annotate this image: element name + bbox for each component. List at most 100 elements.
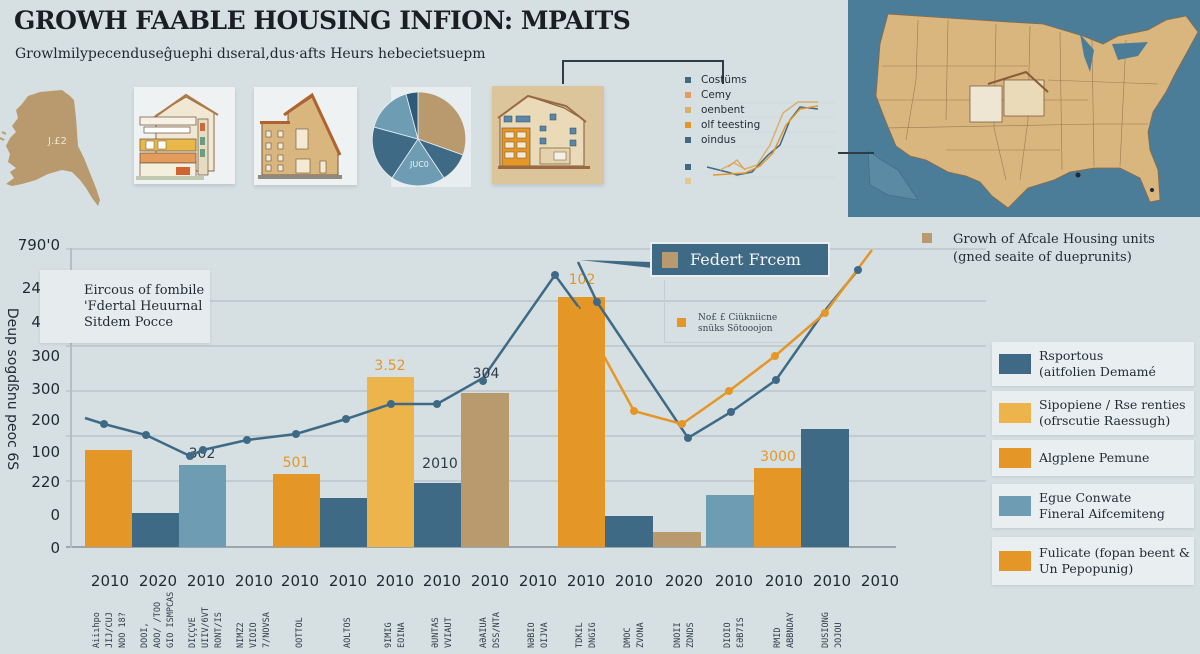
bar[interactable]: [179, 465, 226, 547]
mini-chart-legend: Costüms Cemy oenbent olf teesting oindus: [685, 74, 845, 194]
callout-swatch: [662, 251, 678, 268]
legend-item[interactable]: Sipopiene / Rse renties (ofrscutie Raessu…: [992, 391, 1194, 435]
x-sublabel: DUSIONG ƆOJOU: [820, 612, 844, 648]
x-tick: 2010: [234, 572, 274, 590]
bar-value-label: 102: [568, 272, 596, 288]
bar[interactable]: [273, 474, 320, 547]
y-tick: 300: [31, 347, 60, 365]
building-3-card: [492, 86, 604, 184]
legend-swatch: [685, 178, 691, 184]
y-tick: 0: [50, 506, 60, 524]
bar-value-label: 501: [282, 455, 310, 471]
alaska-map-icon: J.£2: [0, 90, 100, 206]
x-tick: 2010: [470, 572, 510, 590]
legend-swatch: [685, 77, 691, 83]
x-tick: 2010: [764, 572, 804, 590]
mini-line-chart: [706, 101, 835, 178]
legend-item[interactable]: Algplene Pemune: [992, 440, 1194, 476]
building-1-card: [134, 87, 235, 184]
x-tick: 2010: [422, 572, 462, 590]
note-swatch: [677, 318, 686, 327]
federal-callout: Federt Frcem: [650, 242, 830, 277]
x-sublabel: 9IMİG EOINA: [383, 622, 407, 648]
x-sublabel: DNOII ZDNDS: [672, 622, 696, 648]
y-tick: 790'0: [17, 236, 60, 254]
x-sublabel: DIÇÇVE UIIV/6VT RONT/IS: [188, 607, 224, 648]
x-tick: 2010: [860, 572, 900, 590]
x-sublabel: NIMZ2 VIOIO 7/NOVSA: [236, 612, 272, 648]
gridline: [66, 248, 986, 250]
map-connector: [838, 152, 874, 154]
gridline: [66, 345, 986, 347]
x-tick: 2010: [714, 572, 754, 590]
apartment-building-icon: [136, 93, 219, 180]
legend-swatch: [685, 137, 691, 143]
bar[interactable]: [605, 516, 653, 547]
y-axis-line: [70, 248, 72, 548]
legend-swatch: [999, 448, 1031, 468]
x-sublabel: AOLTOS: [343, 617, 353, 648]
x-sublabel: DIOIO ƐƏB7IS: [722, 617, 746, 648]
x-sublabel: NƏBİO OIJVA: [526, 622, 550, 648]
bar-value-label: 3.52: [374, 358, 406, 374]
x-sublabel: DMOC ZVONA: [622, 622, 646, 648]
gridline: [66, 480, 986, 482]
bar[interactable]: [414, 483, 461, 547]
x-sublabel: Aiı̇ıhpo JIJ/CUJ NOO 18?: [92, 612, 128, 648]
y-tick: 220: [31, 473, 60, 491]
y-tick: 300: [31, 380, 60, 398]
x-tick: 2010: [518, 572, 558, 590]
legend-swatch: [685, 92, 691, 98]
page-subtitle: Growlmilypecenduseĝuephi dıseral,dus·aft…: [15, 46, 486, 62]
x-axis-line: [66, 546, 896, 548]
x-tick: 2010: [280, 572, 320, 590]
legend-swatch: [999, 551, 1031, 571]
x-sublabel: ƏUNTAS VVIAUT: [430, 617, 454, 648]
y-tick: 100: [31, 443, 60, 461]
svg-text:J.£2: J.£2: [47, 136, 67, 147]
legend-header: Growh of Afcale Housing units (gned seai…: [953, 232, 1155, 265]
line-point-label: 304: [472, 366, 500, 382]
pie-chart-icon: JUC0: [371, 91, 467, 187]
x-tick: 2020: [138, 572, 178, 590]
x-sublabel: RMID ABBNDAY: [772, 612, 796, 648]
legend-header-swatch: [922, 233, 932, 243]
legend-swatch: [685, 122, 691, 128]
bar[interactable]: [461, 393, 509, 547]
bar[interactable]: [320, 498, 367, 547]
bar-value-label: 2010: [422, 456, 458, 472]
x-tick: 2010: [328, 572, 368, 590]
legend-swatch: [685, 107, 691, 113]
bar-value-label: 302: [188, 446, 216, 462]
x-tick: 2010: [566, 572, 606, 590]
page-title: GROWH FAABLE HOUSING INFION: MPAITS: [14, 6, 631, 35]
x-tick: 2010: [186, 572, 226, 590]
bar[interactable]: [754, 468, 801, 547]
legend-item[interactable]: Rsportous (aitfolien Demamé: [992, 342, 1194, 386]
x-tick: 2010: [375, 572, 415, 590]
x-tick: 2010: [90, 572, 130, 590]
legend-swatch: [685, 164, 691, 170]
x-sublabel: TDKIL DNGIG: [574, 622, 598, 648]
x-sublabel: DOOI, AOO/ /TOO GİO ISMPCAS: [140, 591, 176, 648]
mixed-use-building-icon: [497, 94, 590, 169]
bar[interactable]: [653, 532, 701, 547]
house-building-icon: [258, 92, 342, 179]
y-tick: 0: [50, 539, 60, 557]
legend-item[interactable]: Fulicate (fopan beent & Un Pepopunig): [992, 537, 1194, 585]
bar[interactable]: [85, 450, 132, 547]
legend-swatch: [999, 354, 1031, 374]
bar[interactable]: [706, 495, 754, 547]
bar[interactable]: [801, 429, 849, 547]
x-tick: 2010: [812, 572, 852, 590]
bar[interactable]: [132, 513, 179, 547]
us-map-panel: [848, 0, 1200, 217]
x-sublabel: AƏAIUA DSS/NTA: [478, 612, 502, 648]
bar[interactable]: [558, 297, 605, 547]
y-tick: 200: [31, 411, 60, 429]
note-text: No£ £ Ciükniicne snüks Sötooojon: [698, 313, 778, 334]
gridline: [66, 390, 986, 392]
legend-item[interactable]: Egue Conwate Fineral Aifcemiteng: [992, 484, 1194, 528]
us-states-map-icon: [867, 13, 1199, 209]
tooltip-box: Eircous of fombile 'Fdertal Heuurnal Sit…: [40, 270, 210, 343]
